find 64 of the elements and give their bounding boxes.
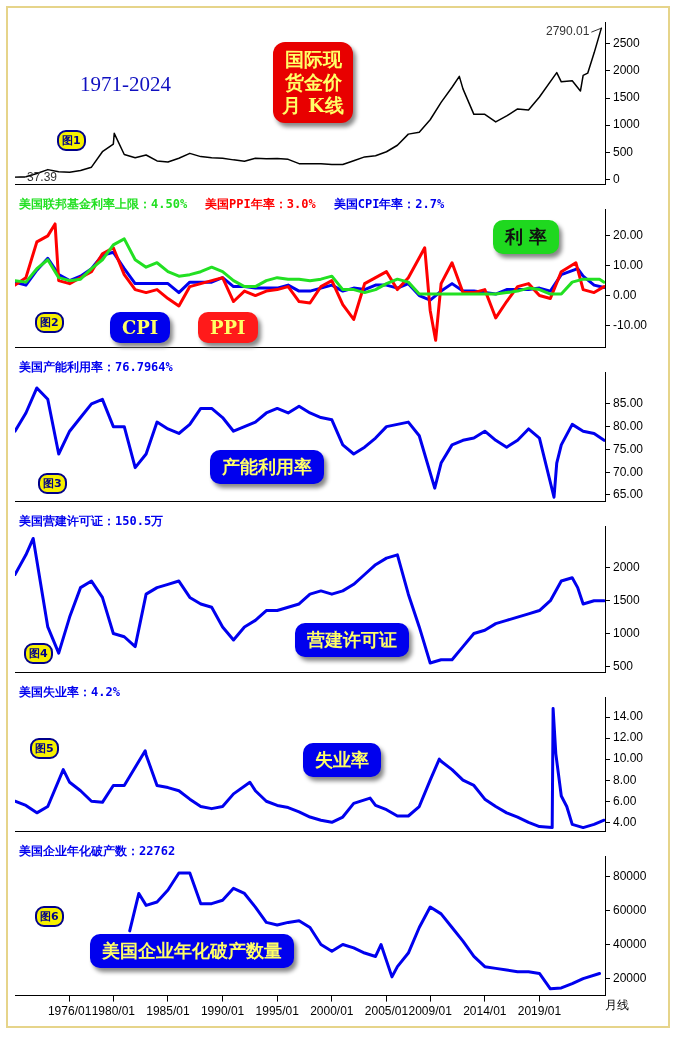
y-tick-label: 6.00 xyxy=(613,793,637,808)
annotation: 图1 xyxy=(57,130,86,151)
y-tick-label: 1000 xyxy=(613,117,641,132)
text: 美国CPI年率：2.7% xyxy=(332,197,446,212)
x-tick-label: 2005/01 xyxy=(364,1004,409,1019)
text: 月线 xyxy=(605,997,629,1014)
y-tick-label: 65.00 xyxy=(613,487,644,502)
y-tick-label: 60000 xyxy=(613,902,647,917)
series-label: 美国产能利用率：76.7964% xyxy=(18,360,174,375)
annotation: 图3 xyxy=(38,473,67,494)
annotation: 图5 xyxy=(30,738,59,759)
text: 1971-2024 xyxy=(80,72,171,97)
annotation: CPI xyxy=(110,312,171,343)
annotation: 图4 xyxy=(24,643,53,664)
x-tick-label: 1995/01 xyxy=(255,1004,300,1019)
y-tick-label: 8.00 xyxy=(613,772,637,787)
y-tick-label: 85.00 xyxy=(613,396,644,411)
annotation: PPI xyxy=(198,312,258,343)
y-tick-label: 1500 xyxy=(613,90,641,105)
x-tick-label: 1985/01 xyxy=(146,1004,190,1019)
annotation: 图6 xyxy=(35,906,64,927)
annotation: 产能利用率 xyxy=(210,450,324,484)
y-tick-label: 80000 xyxy=(613,868,647,883)
text: 国际现货金价月 K线 xyxy=(273,42,353,123)
annotation: 营建许可证 xyxy=(295,623,409,657)
annotation: 37.39 xyxy=(27,169,58,184)
y-tick-label: 40000 xyxy=(613,936,647,951)
y-tick-label: 1500 xyxy=(613,593,641,608)
y-tick-label: 0.00 xyxy=(613,287,637,302)
y-tick-label: 14.00 xyxy=(613,709,644,724)
y-tick-label: 20000 xyxy=(613,970,647,985)
text: 美国联邦基金利率上限：4.50% xyxy=(18,197,188,212)
y-tick-label: 80.00 xyxy=(613,418,644,433)
annotation: 美国企业年化破产数量 xyxy=(90,934,294,968)
series-label: 美国企业年化破产数：22762 xyxy=(18,844,176,859)
y-tick-label: 10.00 xyxy=(613,258,644,273)
y-tick-label: 2000 xyxy=(613,560,641,575)
x-tick-label: 2014/01 xyxy=(463,1004,507,1019)
y-tick-label: -10.00 xyxy=(613,317,648,332)
y-tick-label: 10.00 xyxy=(613,751,644,766)
x-tick-label: 1990/01 xyxy=(200,1004,245,1019)
y-tick-label: 2000 xyxy=(613,63,641,78)
annotation: 利 率 xyxy=(493,220,560,254)
x-tick-label: 1980/01 xyxy=(91,1004,136,1019)
y-tick-label: 20.00 xyxy=(613,228,644,243)
x-tick-label: 2000/01 xyxy=(310,1004,354,1019)
text: 美国失业率：4.2% xyxy=(18,685,121,700)
x-tick-label: 2019/01 xyxy=(517,1004,562,1019)
x-tick-label: 2009/01 xyxy=(408,1004,453,1019)
y-tick-label: 1000 xyxy=(613,625,641,640)
y-tick-label: 2500 xyxy=(613,36,641,51)
y-tick-label: 70.00 xyxy=(613,464,644,479)
text: 美国PPI年率：3.0% xyxy=(204,197,317,212)
annotation: 图2 xyxy=(35,312,64,333)
y-tick-label: 75.00 xyxy=(613,441,644,456)
series-label: 美国营建许可证：150.5万 xyxy=(18,514,164,529)
annotation: 2790.01 xyxy=(545,24,590,39)
y-tick-label: 500 xyxy=(613,658,634,673)
y-tick-label: 12.00 xyxy=(613,730,644,745)
y-tick-label: 500 xyxy=(613,144,634,159)
y-tick-label: 0 xyxy=(613,171,620,186)
y-tick-label: 4.00 xyxy=(613,814,637,829)
x-tick-label: 1976/01 xyxy=(47,1004,92,1019)
annotation: 失业率 xyxy=(303,743,381,777)
